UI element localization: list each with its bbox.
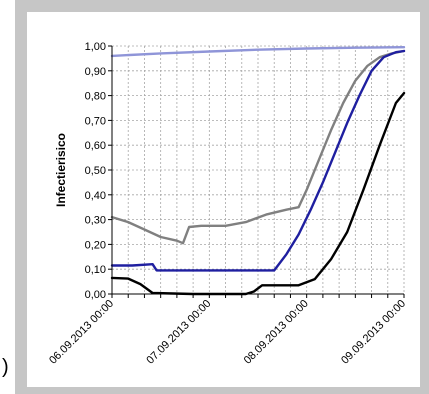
y-axis-title: Infectierisico — [54, 133, 68, 207]
y-tick-label: 0,80 — [85, 91, 106, 103]
series-line-4 — [110, 91, 406, 296]
y-tick-label: 0,10 — [85, 264, 106, 276]
y-tick-label: 0,90 — [85, 66, 106, 78]
y-tick-label: 0,30 — [85, 215, 106, 227]
y-tick-label: 0,50 — [85, 165, 106, 177]
y-tick-label: 0,70 — [85, 115, 106, 127]
edge-glyph: ) — [2, 356, 9, 378]
series-line-1 — [110, 46, 406, 58]
y-tick-label: 1,00 — [85, 41, 106, 53]
series-line-3 — [110, 49, 406, 272]
series-layer — [110, 46, 406, 296]
grid — [112, 45, 405, 294]
y-tick-label: 0,20 — [85, 239, 106, 251]
series-line-2 — [110, 49, 406, 245]
y-tick-labels: 0,00 0,10 0,20 0,30 0,40 0,50 0,60 0,70 0,80 0,90… — [85, 41, 106, 301]
axes — [108, 45, 405, 298]
y-tick-label: 0,60 — [85, 140, 106, 152]
y-tick-label: 0,00 — [85, 289, 106, 301]
y-tick-label: 0,40 — [85, 190, 106, 202]
